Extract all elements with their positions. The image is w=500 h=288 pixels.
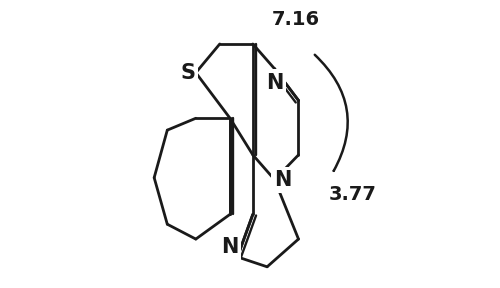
Text: 3.77: 3.77 [328, 185, 376, 204]
Text: 7.16: 7.16 [272, 10, 320, 29]
Text: N: N [266, 73, 283, 93]
Text: N: N [221, 237, 238, 257]
Text: S: S [180, 63, 196, 83]
Text: N: N [274, 170, 291, 190]
FancyArrowPatch shape [315, 55, 348, 171]
